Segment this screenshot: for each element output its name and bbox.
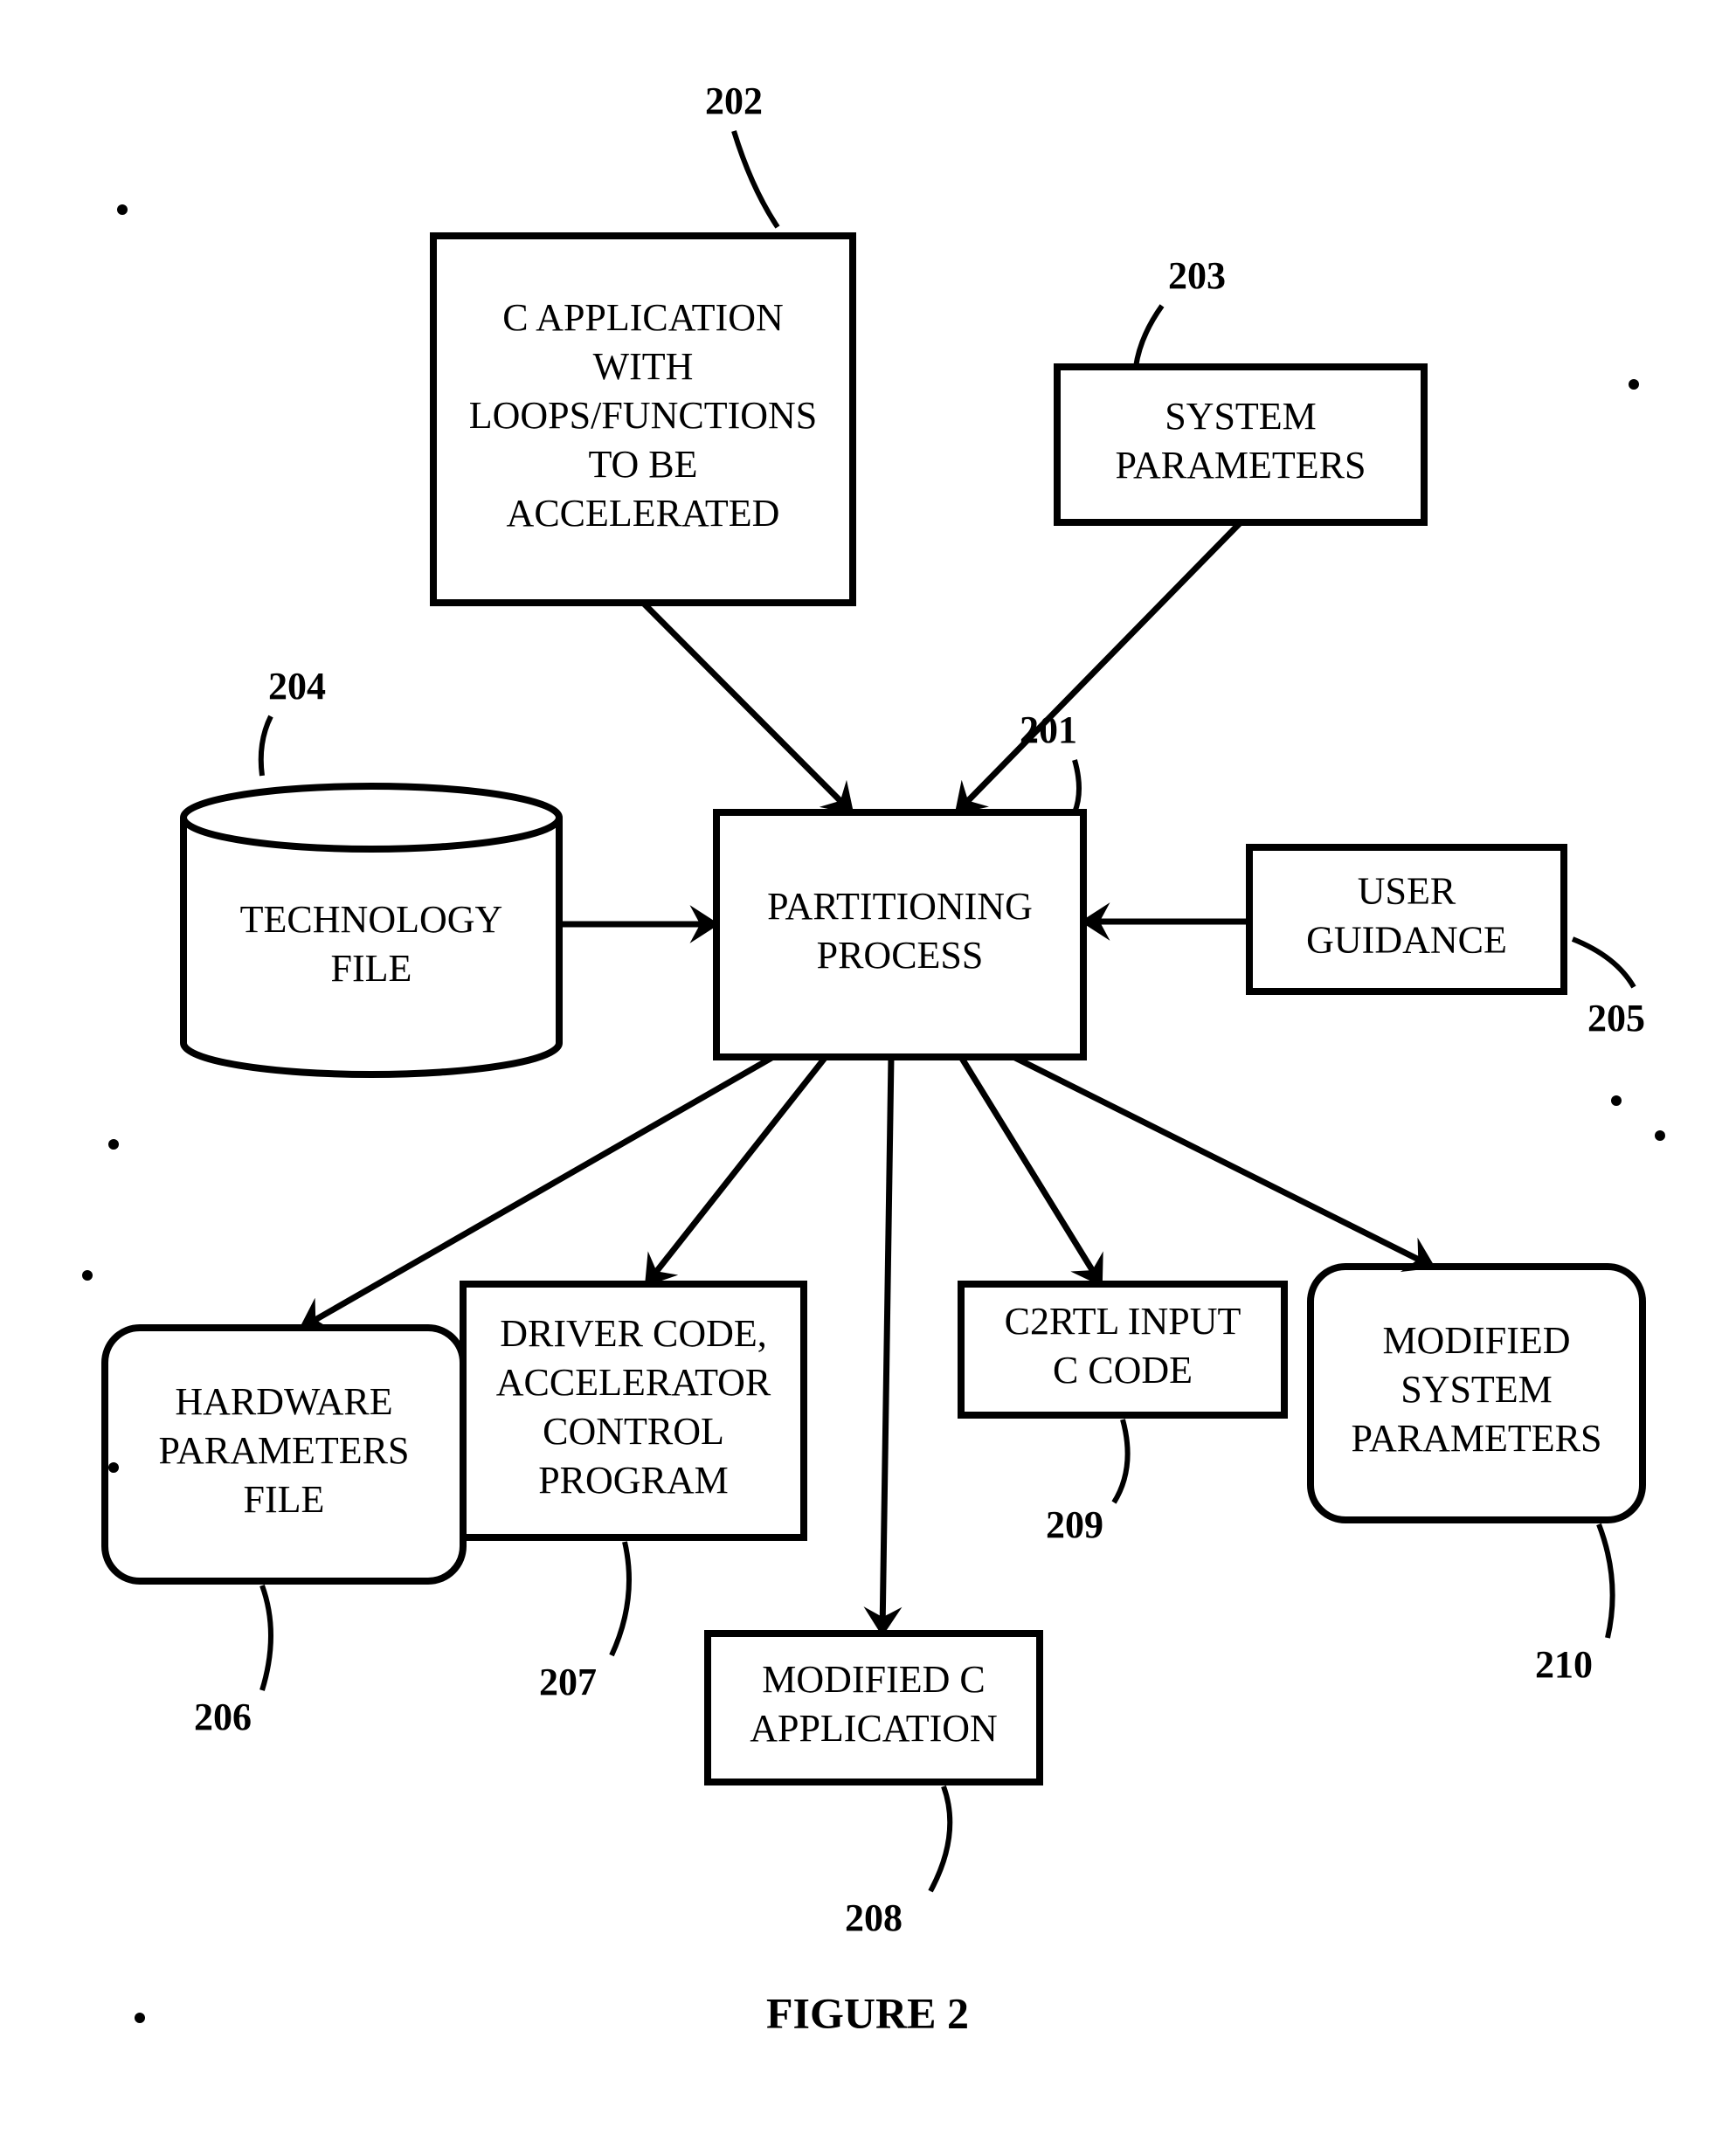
node-n203-line-0: SYSTEM [1165,395,1317,438]
ref-r210: 210 [1535,1524,1613,1686]
node-n204: TECHNOLOGY FILE [183,786,559,1074]
node-n201-line-0: PARTITIONING [767,885,1033,928]
arrow-6 [882,1057,891,1634]
dot-6 [108,1462,119,1473]
figure-label: FIGURE 2 [766,1988,969,2037]
arrow-1 [957,522,1241,812]
node-n207-line-2: CONTROL [543,1410,724,1453]
svg-text:204: 204 [268,665,326,708]
svg-text:202: 202 [705,79,763,122]
svg-text:207: 207 [539,1661,597,1703]
ref-r208: 208 [845,1786,950,1939]
node-n203: SYSTEM PARAMETERS [1057,367,1424,522]
dot-0 [117,204,128,215]
node-n205-line-0: USER [1358,870,1456,913]
ref-r202: 202 [705,79,778,227]
node-n203-line-1: PARAMETERS [1116,444,1366,487]
node-n209: C2RTL INPUT C CODE [961,1284,1284,1415]
dot-3 [1611,1095,1622,1106]
node-n208: MODIFIED C APPLICATION [708,1634,1040,1782]
arrow-0 [643,603,852,812]
ref-r207: 207 [539,1542,629,1703]
node-n210-line-1: SYSTEM [1401,1368,1553,1411]
dot-1 [1629,379,1639,390]
dot-2 [108,1139,119,1150]
node-n210: MODIFIED SYSTEM PARAMETERS [1311,1267,1643,1520]
ref-r204: 204 [261,665,326,776]
dot-5 [1655,1130,1665,1141]
node-n202-line-1: WITH [593,345,694,388]
node-n209-line-1: C CODE [1053,1349,1193,1392]
svg-text:201: 201 [1020,708,1077,751]
node-n206: HARDWARE PARAMETERS FILE [105,1328,463,1581]
node-n207-line-3: PROGRAM [538,1459,729,1502]
node-n206-line-1: PARAMETERS [159,1429,410,1472]
arrow-5 [647,1057,826,1284]
node-n202: C APPLICATION WITH LOOPS/FUNCTIONS TO BE ACC… [433,236,853,603]
node-n208-line-0: MODIFIED C [762,1658,985,1701]
node-n210-line-2: PARAMETERS [1352,1417,1602,1460]
node-n207: DRIVER CODE, ACCELERATOR CONTROL PROGRAM [463,1284,804,1537]
node-n202-line-4: ACCELERATED [507,492,780,535]
node-n205-line-1: GUIDANCE [1306,919,1507,962]
node-n204-line-1: FILE [331,947,412,990]
node-n207-line-0: DRIVER CODE, [500,1312,767,1355]
arrow-8 [1013,1057,1433,1267]
svg-text:210: 210 [1535,1643,1593,1686]
dot-4 [82,1270,93,1281]
node-n209-line-0: C2RTL INPUT [1005,1300,1241,1343]
svg-text:209: 209 [1046,1503,1103,1546]
node-n204-line-0: TECHNOLOGY [240,898,503,941]
node-n202-line-3: TO BE [588,443,697,486]
svg-text:206: 206 [194,1696,252,1738]
ref-r209: 209 [1046,1419,1128,1546]
ref-r206: 206 [194,1585,271,1738]
node-n201: PARTITIONING PROCESS [716,812,1083,1057]
node-n208-line-1: APPLICATION [750,1707,998,1750]
node-n206-line-0: HARDWARE [175,1380,392,1423]
ref-r205: 205 [1573,939,1645,1040]
ref-r201: 201 [1020,708,1079,812]
dot-7 [135,2013,145,2023]
ref-r203: 203 [1136,254,1226,367]
svg-text:203: 203 [1168,254,1226,297]
svg-text:205: 205 [1587,997,1645,1040]
node-n202-line-0: C APPLICATION [502,296,784,339]
node-n206-line-2: FILE [244,1478,325,1521]
node-n201-line-1: PROCESS [817,934,984,977]
node-n210-line-0: MODIFIED [1382,1319,1570,1362]
node-n202-line-2: LOOPS/FUNCTIONS [469,394,818,437]
svg-text:208: 208 [845,1896,903,1939]
node-n207-line-1: ACCELERATOR [496,1361,771,1404]
node-n205: USER GUIDANCE [1249,847,1564,991]
